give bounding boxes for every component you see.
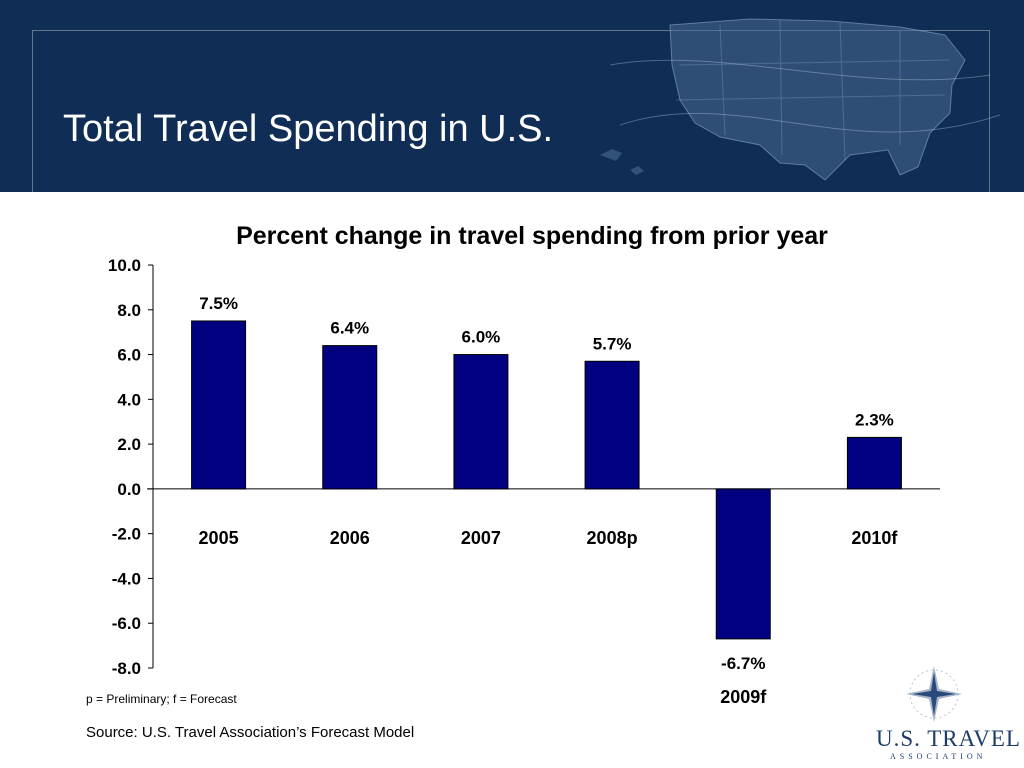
- logo-name: U.S. TRAVEL: [876, 726, 1021, 751]
- y-tick-label: -4.0: [112, 569, 141, 588]
- data-label: 2.3%: [855, 410, 894, 429]
- y-tick-label: -6.0: [112, 614, 141, 633]
- y-tick-label: -2.0: [112, 525, 141, 544]
- data-label: -6.7%: [721, 654, 765, 673]
- bar: [846, 436, 902, 490]
- us-travel-logo: U.S. TRAVEL ASSOCIATION: [868, 664, 1020, 764]
- compass-star-icon: [906, 666, 962, 722]
- y-tick-label: 0.0: [117, 480, 141, 499]
- bar: [322, 345, 378, 490]
- data-label: 7.5%: [199, 294, 238, 313]
- data-label: 5.7%: [593, 334, 632, 353]
- chart-footnote: p = Preliminary; f = Forecast: [86, 692, 237, 706]
- category-label: 2009f: [720, 687, 767, 707]
- bar: [715, 488, 771, 640]
- category-label: 2008p: [587, 528, 638, 548]
- category-label: 2010f: [851, 528, 898, 548]
- y-tick-label: 6.0: [117, 346, 141, 365]
- source-note: Source: U.S. Travel Association’s Foreca…: [86, 724, 415, 741]
- data-label: 6.0%: [462, 328, 501, 347]
- bar: [453, 354, 509, 490]
- logo-subtitle: ASSOCIATION: [890, 752, 987, 761]
- bar: [584, 360, 640, 490]
- title-banner: Total Travel Spending in U.S.: [0, 0, 1024, 192]
- category-label: 2006: [330, 528, 370, 548]
- y-tick-label: -8.0: [112, 659, 141, 678]
- data-label: 6.4%: [330, 319, 369, 338]
- y-tick-label: 2.0: [117, 435, 141, 454]
- slide-title: Total Travel Spending in U.S.: [63, 108, 554, 150]
- chart-title: Percent change in travel spending from p…: [236, 222, 828, 250]
- y-tick-label: 4.0: [117, 390, 141, 409]
- us-map-graphic: [600, 18, 1000, 181]
- y-tick-label: 10.0: [108, 256, 141, 275]
- category-label: 2007: [461, 528, 501, 548]
- bar: [191, 320, 247, 490]
- category-label: 2005: [199, 528, 239, 548]
- banner-frame: [32, 30, 990, 192]
- y-tick-label: 8.0: [117, 301, 141, 320]
